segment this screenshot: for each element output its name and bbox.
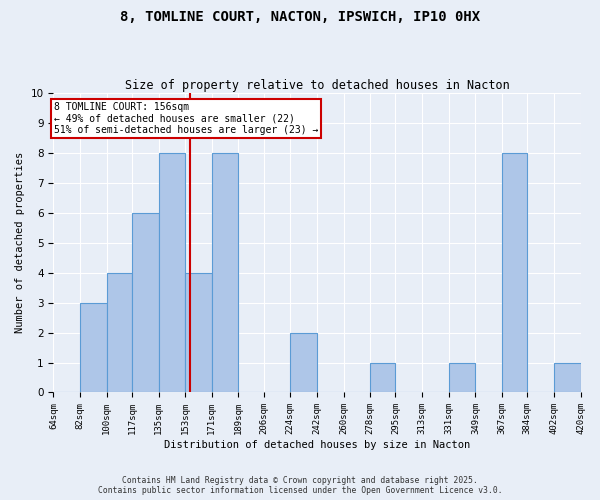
Bar	[449, 362, 475, 392]
Bar	[158, 153, 185, 392]
Bar	[80, 302, 107, 392]
Title: Size of property relative to detached houses in Nacton: Size of property relative to detached ho…	[125, 79, 509, 92]
Text: 8, TOMLINE COURT, NACTON, IPSWICH, IP10 0HX: 8, TOMLINE COURT, NACTON, IPSWICH, IP10 …	[120, 10, 480, 24]
Y-axis label: Number of detached properties: Number of detached properties	[15, 152, 25, 334]
Bar	[132, 213, 158, 392]
Text: 8 TOMLINE COURT: 156sqm
← 49% of detached houses are smaller (22)
51% of semi-de: 8 TOMLINE COURT: 156sqm ← 49% of detache…	[54, 102, 319, 136]
Bar	[370, 362, 395, 392]
Text: Contains HM Land Registry data © Crown copyright and database right 2025.
Contai: Contains HM Land Registry data © Crown c…	[98, 476, 502, 495]
Bar	[185, 273, 212, 392]
Bar	[290, 332, 317, 392]
Bar	[212, 153, 238, 392]
X-axis label: Distribution of detached houses by size in Nacton: Distribution of detached houses by size …	[164, 440, 470, 450]
Bar	[502, 153, 527, 392]
Bar	[554, 362, 581, 392]
Bar	[107, 273, 132, 392]
